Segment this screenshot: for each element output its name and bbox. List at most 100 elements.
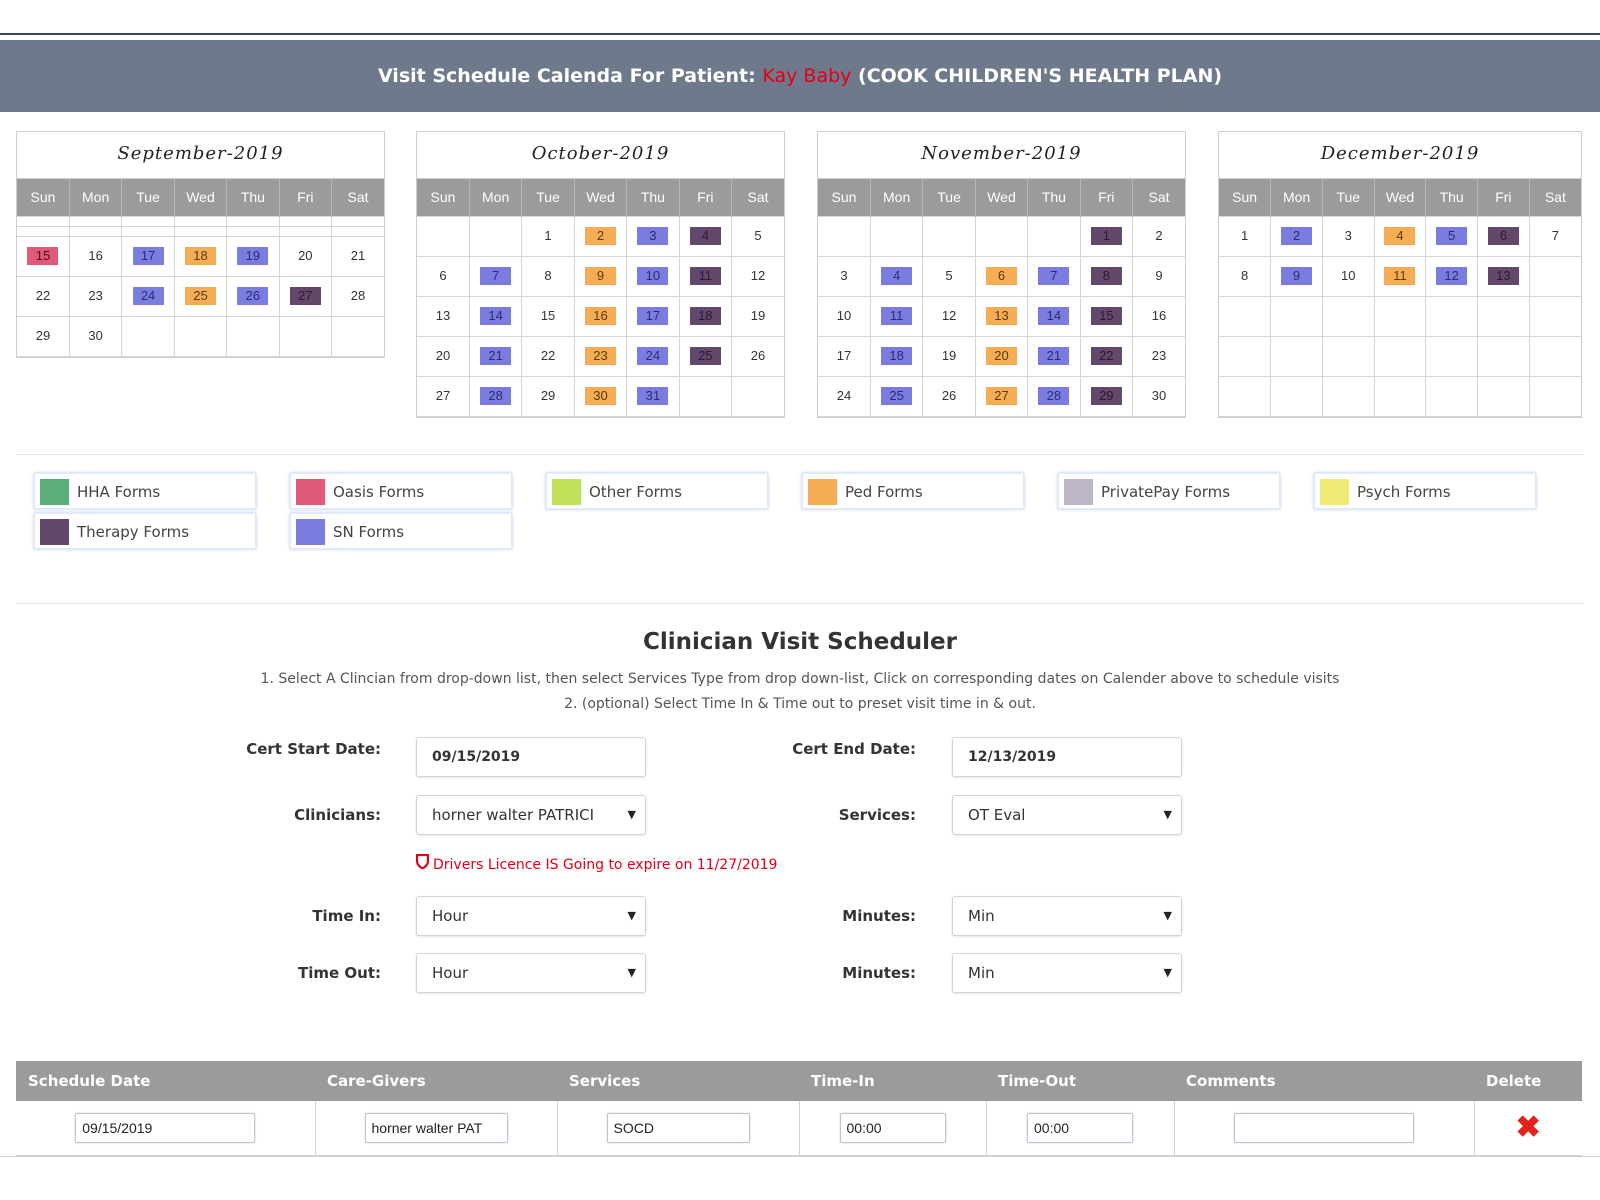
scheduled-day[interactable]: 2 (584, 227, 616, 245)
time-out-input[interactable]: 00:00 (1027, 1112, 1133, 1143)
services-select[interactable]: OT Eval ▼ (952, 795, 1182, 835)
calendar-cell[interactable]: 25 (173, 275, 228, 317)
calendar-cell[interactable]: 13 (974, 295, 1029, 337)
scheduled-day[interactable]: 21 (480, 347, 512, 365)
calendar-cell[interactable]: 22 (1079, 335, 1134, 377)
calendar-day[interactable]: 3 (1344, 228, 1352, 243)
scheduled-day[interactable]: 30 (584, 387, 616, 405)
delete-icon[interactable]: ✖ (1515, 1110, 1541, 1144)
calendar-cell[interactable]: 27 (974, 375, 1029, 417)
calendar-cell[interactable]: 23 (573, 335, 628, 377)
scheduled-day[interactable]: 11 (1384, 267, 1416, 285)
calendar-day[interactable]: 8 (1240, 268, 1249, 283)
scheduled-day[interactable]: 24 (132, 287, 164, 305)
calendar-cell[interactable]: 15 (1079, 295, 1134, 337)
calendar-day[interactable]: 3 (840, 268, 848, 283)
time-in-hour-select[interactable]: Hour ▼ (416, 896, 646, 936)
scheduled-day[interactable]: 27 (289, 287, 321, 305)
scheduled-day[interactable]: 1 (1090, 227, 1122, 245)
calendar-day[interactable]: 23 (1151, 348, 1167, 363)
calendar-cell[interactable]: 18 (869, 335, 924, 377)
cert-end-date-input[interactable]: 12/13/2019 (952, 737, 1182, 777)
scheduled-day[interactable]: 11 (881, 307, 913, 325)
calendar-day[interactable]: 26 (750, 348, 766, 363)
calendar-cell[interactable]: 24 (818, 375, 871, 417)
scheduled-day[interactable]: 29 (1090, 387, 1122, 405)
calendar-day[interactable]: 5 (754, 228, 762, 243)
scheduled-day[interactable]: 23 (584, 347, 616, 365)
calendar-cell[interactable]: 5 (731, 215, 784, 257)
scheduled-day[interactable]: 4 (881, 267, 913, 285)
calendar-cell[interactable]: 4 (869, 255, 924, 297)
calendar-cell[interactable]: 12 (731, 255, 784, 297)
calendar-cell[interactable]: 19 (226, 235, 280, 277)
calendar-cell[interactable]: 16 (68, 235, 123, 277)
calendar-cell[interactable]: 28 (331, 275, 384, 317)
calendar-day[interactable]: 6 (439, 268, 447, 283)
calendar-cell[interactable]: 23 (68, 275, 123, 317)
scheduled-day[interactable]: 14 (480, 307, 512, 325)
calendar-day[interactable]: 19 (750, 308, 766, 323)
scheduled-day[interactable]: 18 (881, 347, 913, 365)
scheduled-day[interactable]: 4 (1384, 227, 1416, 245)
calendar-cell[interactable]: 23 (1132, 335, 1185, 377)
calendar-day[interactable]: 13 (435, 308, 451, 323)
calendar-day[interactable]: 16 (1151, 308, 1167, 323)
calendar-cell[interactable]: 16 (1132, 295, 1185, 337)
calendar-cell[interactable]: 9 (1270, 255, 1323, 297)
calendar-cell[interactable]: 24 (121, 275, 175, 317)
calendar-cell[interactable]: 14 (468, 295, 523, 337)
calendar-cell[interactable]: 7 (1027, 255, 1081, 297)
scheduled-day[interactable]: 4 (689, 227, 721, 245)
calendar-day[interactable]: 5 (945, 268, 953, 283)
calendar-cell[interactable]: 15 (17, 235, 70, 277)
calendar-cell[interactable]: 3 (1321, 215, 1375, 257)
calendar-cell[interactable]: 6 (417, 255, 470, 297)
calendar-cell[interactable]: 17 (121, 235, 175, 277)
calendar-cell[interactable]: 10 (626, 255, 680, 297)
calendar-day[interactable]: 7 (1551, 228, 1559, 243)
scheduled-day[interactable]: 25 (689, 347, 721, 365)
calendar-cell[interactable]: 9 (1132, 255, 1185, 297)
calendar-day[interactable]: 30 (1151, 388, 1167, 403)
calendar-cell[interactable]: 3 (818, 255, 871, 297)
calendar-cell[interactable]: 21 (1027, 335, 1081, 377)
calendar-cell[interactable]: 27 (278, 275, 333, 317)
calendar-cell[interactable]: 13 (417, 295, 470, 337)
scheduled-day[interactable]: 27 (985, 387, 1017, 405)
time-out-minutes-select[interactable]: Min ▼ (952, 953, 1182, 993)
calendar-cell[interactable]: 2 (1132, 215, 1185, 257)
scheduled-day[interactable]: 24 (637, 347, 669, 365)
calendar-cell[interactable]: 20 (417, 335, 470, 377)
calendar-cell[interactable]: 10 (1321, 255, 1375, 297)
scheduled-day[interactable]: 20 (985, 347, 1017, 365)
calendar-cell[interactable]: 18 (678, 295, 733, 337)
calendar-cell[interactable]: 29 (521, 375, 575, 417)
scheduled-day[interactable]: 6 (985, 267, 1017, 285)
calendar-cell[interactable]: 11 (1373, 255, 1427, 297)
calendar-cell[interactable]: 22 (17, 275, 70, 317)
calendar-cell[interactable]: 3 (626, 215, 680, 257)
calendar-cell[interactable]: 1 (521, 215, 575, 257)
calendar-day[interactable]: 20 (298, 248, 313, 263)
calendar-day[interactable]: 22 (35, 288, 51, 303)
scheduled-day[interactable]: 7 (1038, 267, 1070, 285)
scheduled-day[interactable]: 11 (689, 267, 721, 285)
calendar-cell[interactable]: 13 (1477, 255, 1530, 297)
calendar-cell[interactable]: 8 (1219, 255, 1272, 297)
schedule-date-input[interactable]: 09/15/2019 (75, 1112, 256, 1143)
time-out-hour-select[interactable]: Hour ▼ (416, 953, 646, 993)
calendar-cell[interactable]: 28 (1027, 375, 1081, 417)
calendar-cell[interactable]: 31 (626, 375, 680, 417)
scheduled-day[interactable]: 28 (480, 387, 512, 405)
scheduled-day[interactable]: 3 (637, 227, 669, 245)
calendar-day[interactable]: 8 (544, 268, 552, 283)
comments-input[interactable] (1234, 1112, 1414, 1143)
calendar-day[interactable]: 1 (544, 228, 552, 243)
calendar-cell[interactable]: 5 (922, 255, 976, 297)
scheduled-day[interactable]: 26 (237, 287, 269, 305)
scheduled-day[interactable]: 10 (637, 267, 669, 285)
calendar-cell[interactable]: 20 (278, 235, 333, 277)
calendar-cell[interactable]: 18 (173, 235, 228, 277)
calendar-cell[interactable]: 24 (626, 335, 680, 377)
